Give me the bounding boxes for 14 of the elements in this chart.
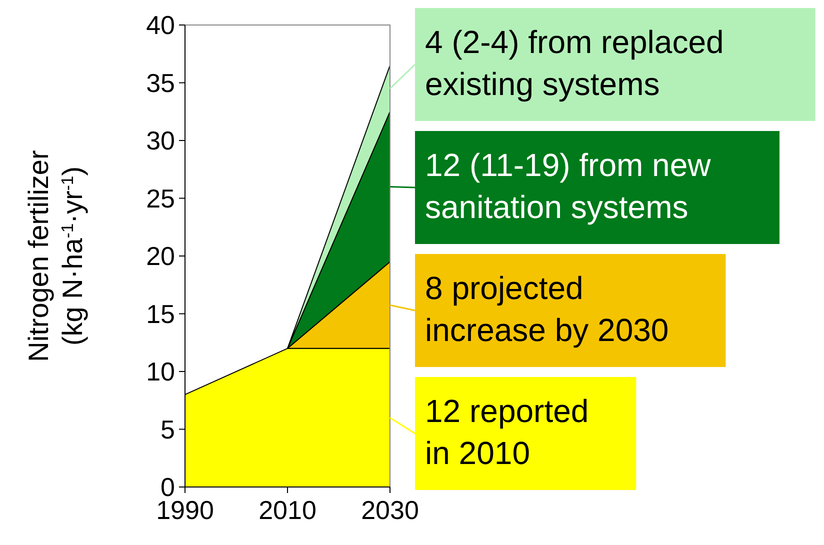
y-tick-label: 10 — [146, 356, 175, 387]
legend-label: 12 (11-19) from new sanitation systems — [425, 147, 712, 225]
y-tick-label: 35 — [146, 68, 175, 98]
legend-label: 8 projected increase by 2030 — [425, 270, 669, 348]
y-tick-label: 40 — [146, 10, 175, 40]
x-tick-label: 2030 — [361, 495, 419, 525]
y-tick-label: 5 — [160, 414, 175, 444]
y-tick-label: 25 — [146, 183, 175, 214]
y-tick-label: 30 — [146, 126, 175, 156]
y-tick-label: 20 — [146, 241, 175, 272]
x-tick-label: 2010 — [258, 495, 316, 525]
y-tick-label: 15 — [146, 298, 175, 329]
legend-label: 12 reported in 2010 — [425, 393, 589, 471]
legend-label: 4 (2-4) from replaced existing systems — [425, 24, 724, 102]
